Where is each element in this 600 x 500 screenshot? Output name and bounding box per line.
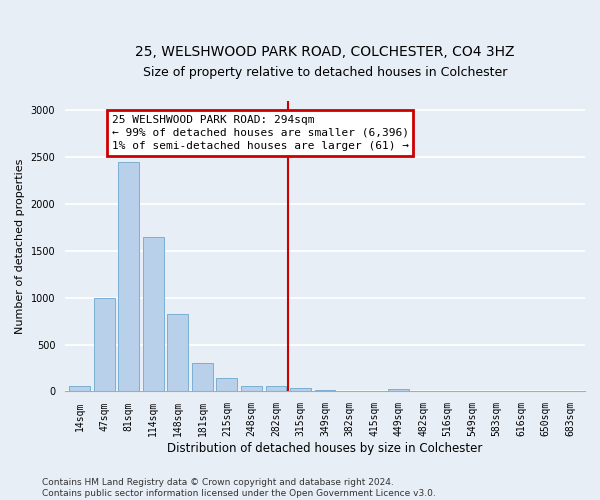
Bar: [266, 386, 286, 392]
X-axis label: Distribution of detached houses by size in Colchester: Distribution of detached houses by size …: [167, 442, 483, 455]
Text: 25 WELSHWOOD PARK ROAD: 294sqm
← 99% of detached houses are smaller (6,396)
1% o: 25 WELSHWOOD PARK ROAD: 294sqm ← 99% of …: [112, 114, 409, 151]
Bar: [143, 236, 164, 392]
Title: Size of property relative to detached houses in Colchester: Size of property relative to detached ho…: [143, 66, 507, 78]
Bar: [290, 388, 311, 392]
Bar: [314, 390, 335, 392]
Y-axis label: Number of detached properties: Number of detached properties: [15, 158, 25, 334]
Text: 25, WELSHWOOD PARK ROAD, COLCHESTER, CO4 3HZ: 25, WELSHWOOD PARK ROAD, COLCHESTER, CO4…: [135, 45, 515, 59]
Text: Contains HM Land Registry data © Crown copyright and database right 2024.
Contai: Contains HM Land Registry data © Crown c…: [42, 478, 436, 498]
Bar: [70, 386, 90, 392]
Bar: [94, 298, 115, 392]
Bar: [192, 364, 213, 392]
Bar: [388, 389, 409, 392]
Bar: [167, 314, 188, 392]
Bar: [241, 386, 262, 392]
Bar: [118, 162, 139, 392]
Bar: [217, 378, 238, 392]
